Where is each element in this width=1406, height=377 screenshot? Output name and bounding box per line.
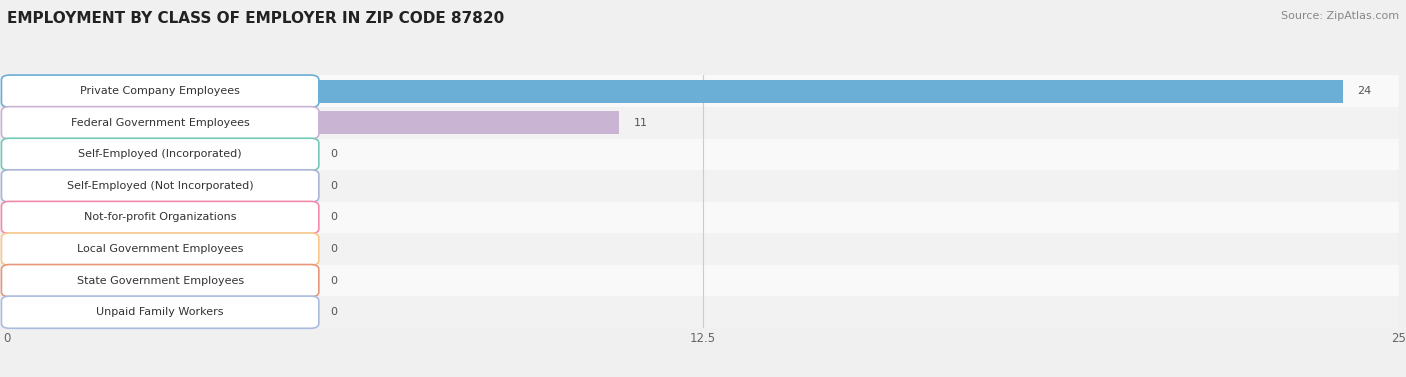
Text: Local Government Employees: Local Government Employees (77, 244, 243, 254)
Text: Federal Government Employees: Federal Government Employees (70, 118, 249, 128)
Text: Self-Employed (Incorporated): Self-Employed (Incorporated) (79, 149, 242, 159)
Text: 0: 0 (330, 307, 337, 317)
Bar (7, 138, 1399, 170)
Bar (7, 238, 267, 261)
Text: 0: 0 (330, 149, 337, 159)
Text: 24: 24 (1357, 86, 1371, 96)
Text: State Government Employees: State Government Employees (76, 276, 243, 286)
Text: 0: 0 (330, 276, 337, 286)
Text: Self-Employed (Not Incorporated): Self-Employed (Not Incorporated) (67, 181, 253, 191)
FancyBboxPatch shape (1, 107, 319, 139)
FancyBboxPatch shape (1, 233, 319, 265)
Bar (7, 75, 1399, 107)
FancyBboxPatch shape (1, 265, 319, 297)
Text: Not-for-profit Organizations: Not-for-profit Organizations (84, 213, 236, 222)
Bar (7, 107, 1399, 139)
FancyBboxPatch shape (1, 201, 319, 234)
FancyBboxPatch shape (1, 75, 319, 107)
Bar (7, 301, 267, 323)
Bar (7, 111, 620, 134)
FancyBboxPatch shape (1, 138, 319, 170)
Text: Source: ZipAtlas.com: Source: ZipAtlas.com (1281, 11, 1399, 21)
Text: 0: 0 (330, 181, 337, 191)
Bar (7, 143, 267, 166)
Bar (7, 296, 1399, 328)
Bar (7, 202, 1399, 233)
Text: 11: 11 (633, 118, 647, 128)
Bar (7, 80, 1343, 103)
Bar (7, 269, 267, 292)
Bar (7, 175, 267, 197)
FancyBboxPatch shape (1, 170, 319, 202)
Bar (7, 233, 1399, 265)
FancyBboxPatch shape (1, 296, 319, 328)
Text: 0: 0 (330, 244, 337, 254)
Text: Private Company Employees: Private Company Employees (80, 86, 240, 96)
Bar (7, 206, 267, 229)
Bar (7, 170, 1399, 202)
Bar (7, 265, 1399, 296)
Text: 0: 0 (330, 213, 337, 222)
Text: EMPLOYMENT BY CLASS OF EMPLOYER IN ZIP CODE 87820: EMPLOYMENT BY CLASS OF EMPLOYER IN ZIP C… (7, 11, 505, 26)
Text: Unpaid Family Workers: Unpaid Family Workers (97, 307, 224, 317)
